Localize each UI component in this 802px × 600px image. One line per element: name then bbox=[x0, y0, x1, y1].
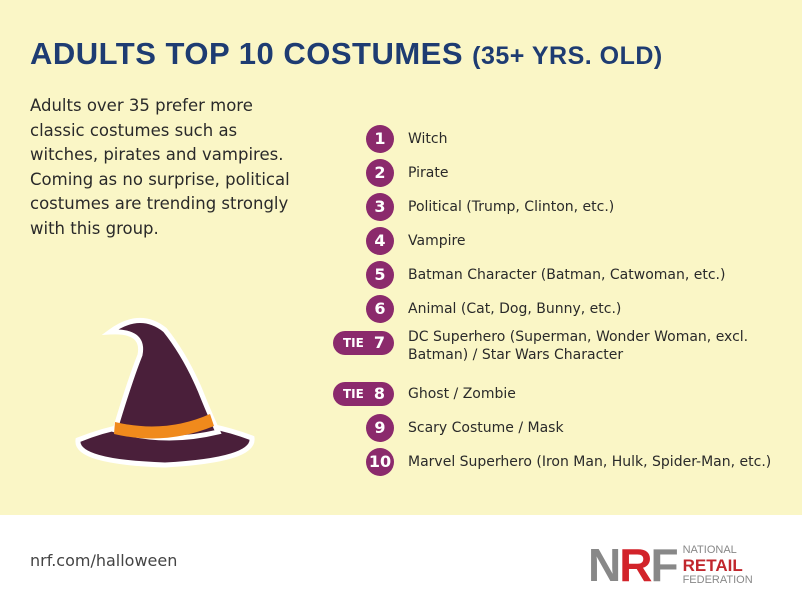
costume-label: Marvel Superhero (Iron Man, Hulk, Spider… bbox=[408, 454, 772, 470]
costume-label: Witch bbox=[408, 131, 448, 147]
list-item: 2 Pirate bbox=[0, 159, 802, 189]
rank-badge: TIE 8 bbox=[333, 382, 394, 406]
list-item: 6 Animal (Cat, Dog, Bunny, etc.) bbox=[0, 295, 802, 325]
rank-number: 8 bbox=[373, 384, 385, 403]
rank-badge: 3 bbox=[366, 193, 394, 221]
costume-label: Political (Trump, Clinton, etc.) bbox=[408, 199, 615, 215]
list-item: 9 Scary Costume / Mask bbox=[0, 414, 802, 444]
costume-label: Pirate bbox=[408, 165, 449, 181]
costume-label: Ghost / Zombie bbox=[408, 386, 516, 402]
rank-badge: 4 bbox=[366, 227, 394, 255]
list-item: 1 Witch bbox=[0, 125, 802, 155]
rank-badge: 5 bbox=[366, 261, 394, 289]
rank-badge: 6 bbox=[366, 295, 394, 323]
rank-badge: 1 bbox=[366, 125, 394, 153]
infographic-panel: ADULTS TOP 10 COSTUMES (35+ YRS. OLD) Ad… bbox=[0, 0, 802, 515]
list-item: TIE 7 DC Superhero (Superman, Wonder Woman… bbox=[0, 329, 802, 363]
rank-badge: 9 bbox=[366, 414, 394, 442]
title-sub: (35+ YRS. OLD) bbox=[472, 42, 663, 70]
list-item: 10 Marvel Superhero (Iron Man, Hulk, Spid… bbox=[0, 448, 802, 478]
tie-label: TIE bbox=[343, 336, 364, 350]
rank-badge: 2 bbox=[366, 159, 394, 187]
costume-label: Scary Costume / Mask bbox=[408, 420, 564, 436]
costume-label: Batman Character (Batman, Catwoman, etc.… bbox=[408, 267, 726, 283]
rank-number: 7 bbox=[373, 333, 385, 352]
intro-text: Adults over 35 prefer more classic costu… bbox=[30, 96, 290, 238]
rank-badge: TIE 7 bbox=[333, 331, 394, 355]
rank-badge: 10 bbox=[366, 448, 394, 476]
list-item: TIE 8 Ghost / Zombie bbox=[0, 380, 802, 410]
costume-label: DC Superhero (Superman, Wonder Woman, ex… bbox=[408, 329, 749, 363]
costume-label: Vampire bbox=[408, 233, 466, 249]
nrf-logo: NRF NATIONAL RETAIL FEDERATION bbox=[588, 539, 753, 591]
page-title: ADULTS TOP 10 COSTUMES (35+ YRS. OLD) bbox=[30, 36, 663, 72]
list-item: 4 Vampire bbox=[0, 227, 802, 257]
witch-hat-icon bbox=[75, 318, 255, 468]
costume-label: Animal (Cat, Dog, Bunny, etc.) bbox=[408, 301, 622, 317]
tie-label: TIE bbox=[343, 387, 364, 401]
footer-url[interactable]: nrf.com/halloween bbox=[30, 551, 178, 570]
title-main: ADULTS TOP 10 COSTUMES bbox=[30, 36, 464, 71]
list-item: 5 Batman Character (Batman, Catwoman, etc… bbox=[0, 261, 802, 291]
list-item: 3 Political (Trump, Clinton, etc.) bbox=[0, 193, 802, 223]
